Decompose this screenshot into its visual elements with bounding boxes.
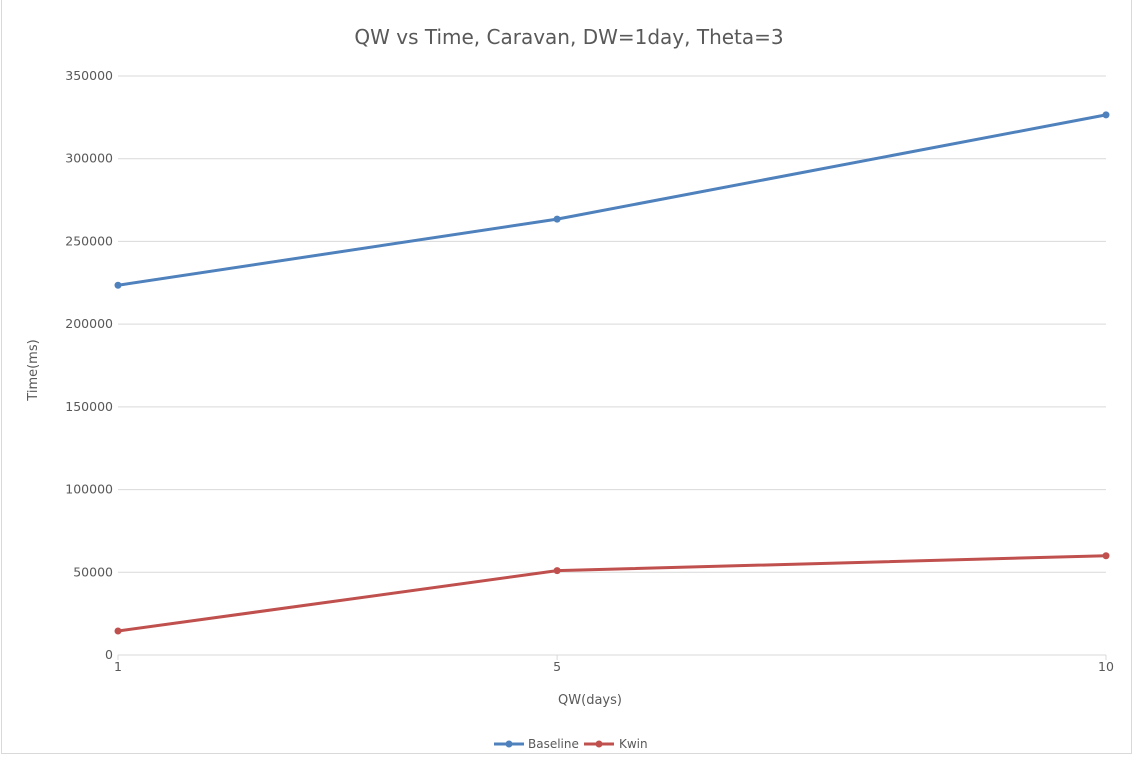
y-tick-label: 100000 (65, 482, 113, 497)
y-tick-label: 150000 (65, 399, 113, 414)
x-tick-label: 5 (553, 659, 561, 674)
y-tick-label: 200000 (65, 316, 113, 331)
gridlines (118, 75, 1106, 656)
y-axis-title: Time(ms) (26, 339, 41, 401)
legend: Baseline Kwin (494, 737, 648, 751)
x-tick-label: 10 (1098, 659, 1114, 674)
legend-label-baseline: Baseline (528, 737, 579, 751)
x-tick-label: 1 (114, 659, 122, 674)
data-point-baseline (1102, 111, 1110, 119)
legend-label-kwin: Kwin (619, 737, 648, 751)
series-line-kwin (116, 554, 1108, 633)
data-point-kwin (114, 627, 122, 635)
axes: 0 50000 100000 150000 200000 250000 300000 3500… (65, 68, 1114, 674)
series-line-baseline (116, 113, 1108, 287)
x-axis-title: QW(days) (558, 693, 622, 708)
y-tick-label: 300000 (65, 151, 113, 166)
y-tick-label: 50000 (73, 564, 113, 579)
y-tick-label: 0 (105, 647, 113, 662)
legend-marker-kwin (595, 740, 603, 748)
data-point-kwin (1102, 552, 1110, 560)
data-point-baseline (114, 281, 122, 289)
legend-marker-baseline (505, 740, 513, 748)
y-tick-label: 350000 (65, 68, 113, 83)
chart-title: QW vs Time, Caravan, DW=1day, Theta=3 (354, 25, 783, 49)
data-point-kwin (553, 567, 561, 575)
series-lines (114, 111, 1110, 635)
data-point-baseline (553, 215, 561, 223)
y-tick-label: 250000 (65, 233, 113, 248)
